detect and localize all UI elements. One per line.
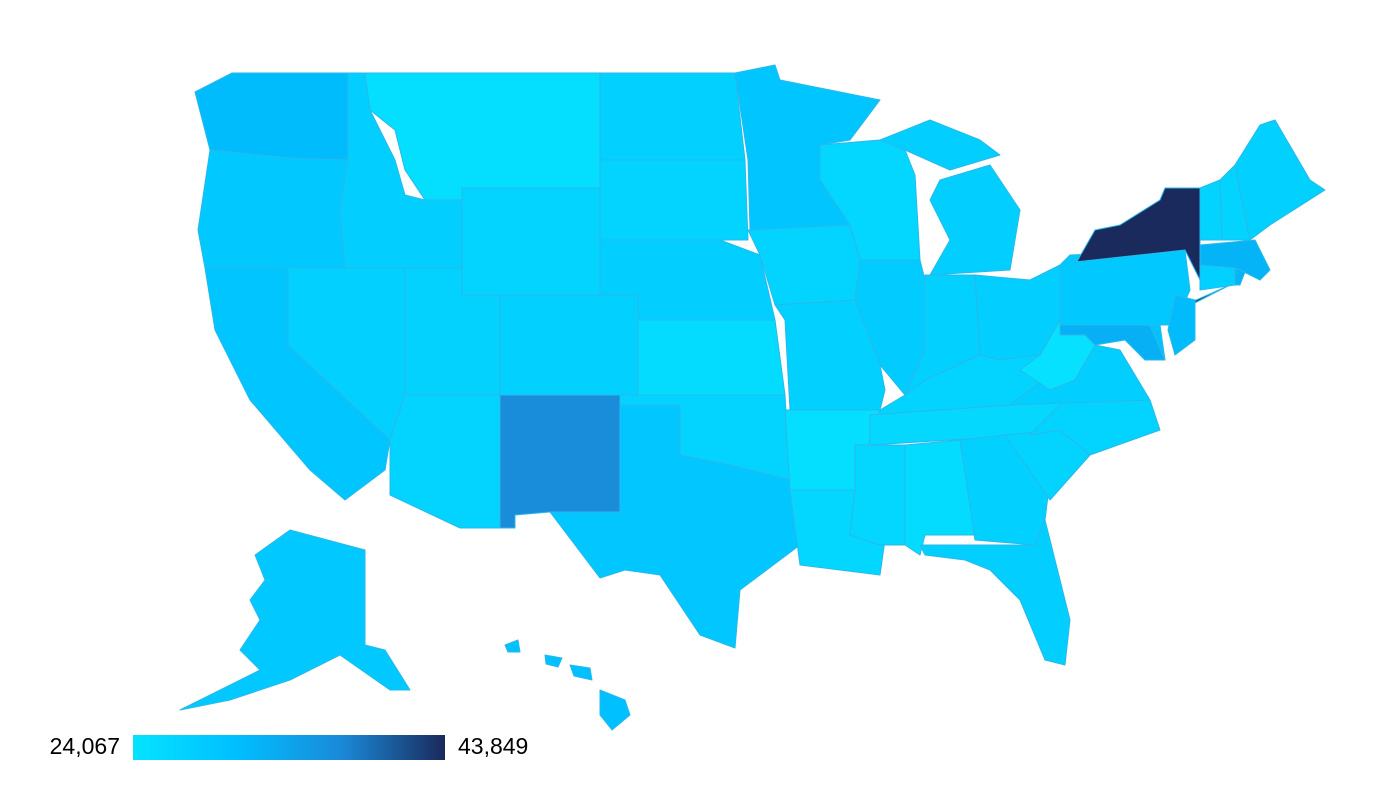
state [504, 639, 631, 731]
state [599, 72, 746, 161]
state [1199, 179, 1223, 241]
state [879, 119, 1021, 276]
state [1167, 294, 1196, 356]
colorbar [133, 735, 445, 760]
state [1234, 267, 1246, 286]
state [599, 159, 749, 241]
state [194, 72, 349, 161]
state [1199, 264, 1236, 291]
state [549, 404, 801, 649]
state [499, 394, 621, 529]
state [1234, 119, 1326, 241]
colorbar-min-label: 24,067 [50, 733, 120, 759]
state [734, 64, 881, 231]
state [461, 187, 601, 296]
state [1149, 324, 1166, 361]
state [849, 444, 906, 546]
state [637, 319, 786, 396]
colorbar-max-label: 43,849 [458, 733, 528, 759]
state [179, 529, 411, 711]
state [389, 394, 501, 529]
state [197, 149, 349, 269]
states [179, 64, 1326, 731]
state [919, 519, 1071, 666]
state [499, 294, 639, 396]
